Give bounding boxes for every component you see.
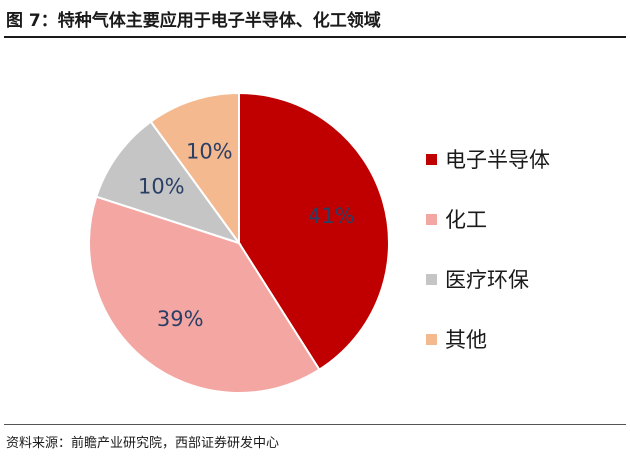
legend-item-1: 电子半导体	[426, 144, 550, 174]
legend-swatch	[426, 213, 437, 225]
legend-label: 电子半导体	[445, 148, 550, 172]
pie-data-label-2: 39%	[157, 307, 204, 331]
chart-legend: 电子半导体化工医疗环保其他	[426, 144, 550, 354]
legend-label: 医疗环保	[445, 268, 529, 292]
pie-data-label-4: 10%	[186, 140, 233, 164]
title-divider	[4, 36, 626, 38]
pie-data-label-3: 10%	[138, 175, 185, 199]
pie-slices	[88, 91, 390, 394]
legend-label: 化工	[445, 208, 487, 232]
pie-data-labels: 41% 39% 10%10%	[138, 140, 355, 331]
source-note: 资料来源：前瞻产业研究院，西部证券研发中心	[6, 436, 280, 451]
legend-swatch	[426, 273, 437, 285]
pie-data-label-1: 41%	[308, 204, 355, 228]
chart-title: 图 7：特种气体主要应用于电子半导体、化工领域	[6, 11, 381, 31]
legend-swatch	[426, 333, 437, 345]
pie-slice-2	[88, 195, 321, 394]
legend-item-4: 其他	[426, 324, 550, 354]
pie-slice-3	[95, 120, 242, 245]
footer-divider	[4, 424, 626, 425]
pie-slice-4	[149, 91, 240, 247]
legend-item-3: 医疗环保	[426, 264, 550, 294]
legend-label: 其他	[445, 328, 487, 352]
legend-item-2: 化工	[426, 204, 550, 234]
legend-swatch	[426, 153, 437, 165]
